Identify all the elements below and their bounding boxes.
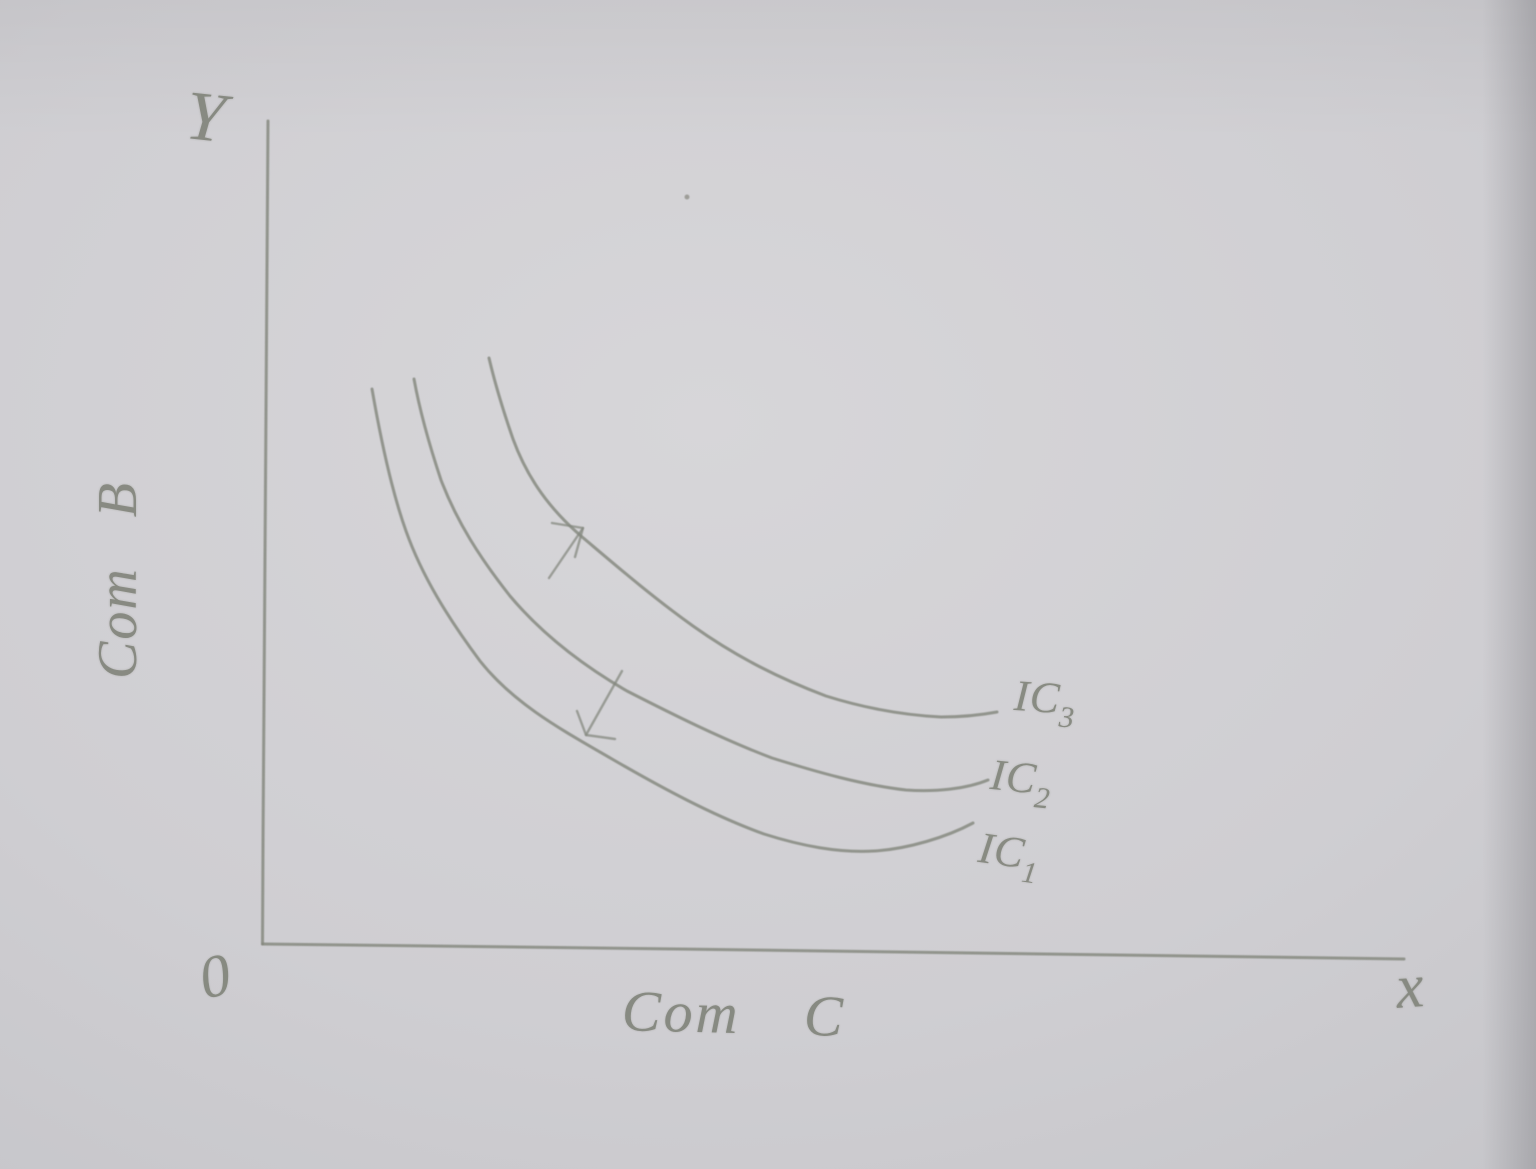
x-axis-line	[261, 942, 1406, 961]
y-axis-label: Y	[182, 77, 229, 158]
arrow-down-left-head	[575, 709, 617, 741]
arrow-up-right-head	[550, 521, 585, 559]
indifference-curve-ic3	[487, 356, 999, 719]
curve-label-ic3-text: IC	[1012, 670, 1063, 724]
indifference-curve-ic1	[370, 387, 975, 853]
curve-label-ic3-subscript: 3	[1057, 700, 1076, 735]
curve-label-ic2-text: IC	[988, 749, 1040, 804]
curve-label-ic3: IC3	[1012, 670, 1077, 736]
x-axis-label: x	[1393, 952, 1426, 1022]
curve-label-ic1-text: IC	[975, 823, 1028, 878]
arrow-down-left-shaft	[584, 669, 624, 737]
curve-label-ic1: IC1	[974, 822, 1043, 891]
paper-speck	[684, 194, 690, 200]
x-axis-title: Com C	[621, 978, 847, 1049]
indifference-curve-ic2	[412, 377, 990, 793]
y-axis-title: Com B	[87, 481, 149, 679]
arrow-up-right-shaft	[547, 526, 585, 580]
curve-label-ic2: IC2	[987, 749, 1054, 816]
y-axis-line	[261, 119, 270, 946]
